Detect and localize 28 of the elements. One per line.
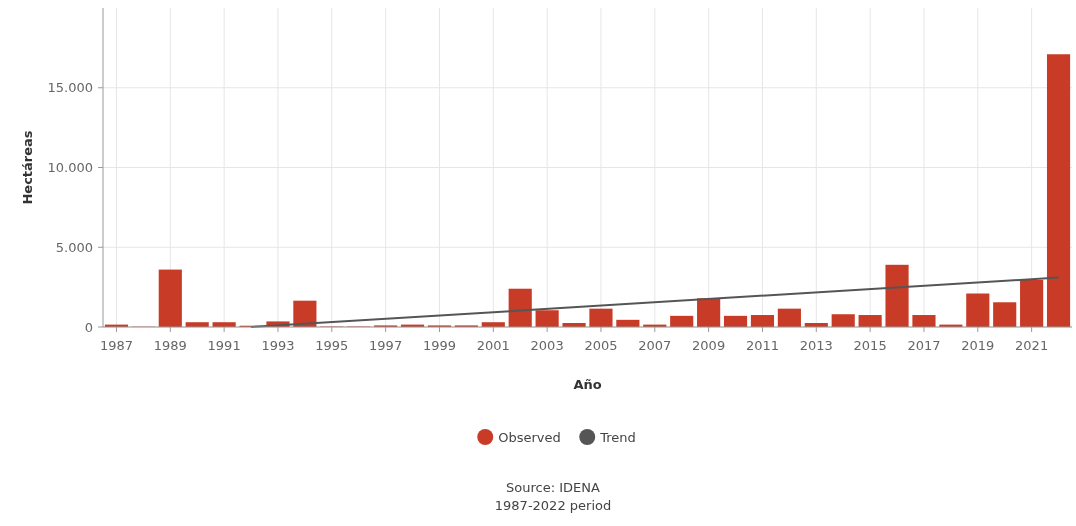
x-tick-label: 2007 xyxy=(638,338,672,353)
x-tick-label: 2001 xyxy=(476,338,510,353)
x-tick-label: 2005 xyxy=(584,338,618,353)
x-tick-label: 1995 xyxy=(315,338,349,353)
x-tick-label: 2021 xyxy=(1015,338,1049,353)
x-tick-label: 1987 xyxy=(99,338,134,353)
x-tick-label: 2011 xyxy=(745,338,780,353)
x-tick-label: 2009 xyxy=(692,338,726,353)
x-tick-label: 2003 xyxy=(530,338,564,353)
y-tick-label: 10.000 xyxy=(47,160,93,176)
y-tick-label: 15.000 xyxy=(47,80,93,96)
legend-label: Trend xyxy=(599,429,636,445)
x-tick-label: 2017 xyxy=(907,338,941,353)
text: 1987-2022 period xyxy=(494,498,612,513)
y-axis-title: Hectáreas xyxy=(20,130,35,205)
x-tick-label: 1989 xyxy=(153,338,187,353)
x-tick-label: 2015 xyxy=(853,338,887,353)
legend-label: Observed xyxy=(498,429,561,445)
x-tick-label: 2019 xyxy=(961,338,995,353)
y-tick-label: 5.000 xyxy=(55,239,93,255)
x-tick-label: 1993 xyxy=(261,338,295,353)
x-tick-label: 1999 xyxy=(422,338,457,353)
x-tick-label: 1991 xyxy=(207,338,241,353)
y-tick-label: 0 xyxy=(84,319,93,335)
x-tick-label: 1997 xyxy=(369,338,403,353)
x-tick-label: 2013 xyxy=(799,338,833,353)
x-axis-title: Año xyxy=(573,377,602,392)
source-note: Source: IDENA xyxy=(506,480,601,495)
